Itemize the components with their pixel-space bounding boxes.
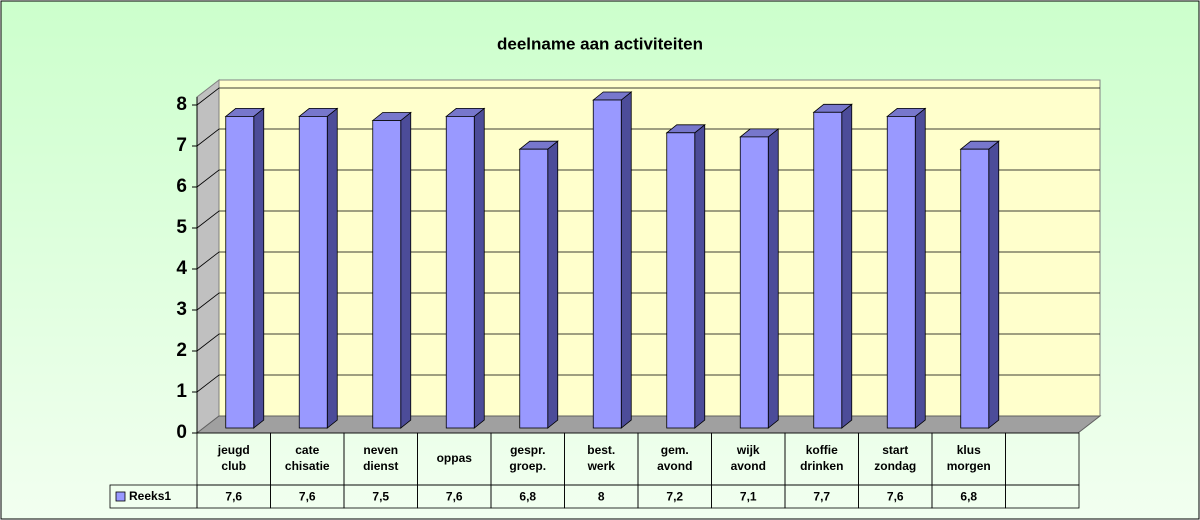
- value-label: 6,8: [960, 490, 977, 504]
- grid-line: [196, 333, 1100, 352]
- grid-line: [196, 87, 1100, 106]
- x-tick-label: start zondag: [874, 443, 916, 473]
- y-tick-label: 2: [176, 340, 187, 361]
- bar-front: [592, 99, 622, 429]
- bar-side: [326, 107, 338, 429]
- x-tick-label: klus morgen: [947, 443, 991, 473]
- grid-line: [196, 210, 1100, 229]
- y-tick-label: 8: [176, 94, 187, 115]
- bar-side: [547, 140, 559, 429]
- value-label: 7,5: [372, 490, 389, 504]
- x-tick-label: gem. avond: [657, 443, 692, 473]
- bar-front: [225, 116, 255, 429]
- bar-front: [960, 148, 990, 429]
- bar-front: [813, 111, 843, 429]
- bar-side: [400, 111, 412, 429]
- bar-side: [914, 107, 926, 429]
- bar: [886, 107, 927, 429]
- bar-side: [841, 103, 853, 429]
- value-label: 6,8: [519, 490, 536, 504]
- x-tick-label: jeugd club: [217, 443, 250, 473]
- y-tick-label: 7: [176, 135, 187, 156]
- bar: [812, 103, 853, 429]
- bar: [518, 140, 559, 429]
- x-tick-label: koffie drinken: [800, 443, 843, 473]
- y-tick-label: 3: [176, 299, 187, 320]
- x-tick-label: oppas: [437, 451, 473, 465]
- grid-line: [196, 251, 1100, 270]
- bar-side: [694, 123, 706, 429]
- y-tick-label: 1: [176, 381, 187, 402]
- grid-line: [196, 292, 1100, 311]
- x-tick-label: wijk avond: [731, 443, 766, 473]
- bar-front: [298, 116, 328, 429]
- bar-side: [253, 107, 265, 429]
- x-tick-label: cate chisatie: [285, 443, 330, 473]
- grid-line: [196, 128, 1100, 147]
- y-tick-label: 4: [176, 258, 187, 279]
- bar: [665, 123, 706, 429]
- y-tick-label: 6: [176, 176, 187, 197]
- value-label: 7,2: [666, 490, 683, 504]
- grid-line: [196, 169, 1100, 188]
- table-cell: [1005, 484, 1080, 509]
- bar-side: [473, 107, 485, 429]
- bar: [445, 107, 486, 429]
- bar-front: [666, 132, 696, 429]
- legend-key: [115, 491, 126, 502]
- bar: [592, 91, 633, 429]
- x-tick-label: neven dienst: [363, 443, 398, 473]
- bar: [371, 111, 412, 429]
- bar: [739, 128, 780, 429]
- legend-label: Reeks1: [129, 489, 171, 503]
- value-label: 7,6: [887, 490, 904, 504]
- value-label: 7,6: [299, 490, 316, 504]
- y-tick-label: 0: [176, 422, 187, 443]
- x-tick-label: gespr. groep.: [509, 443, 546, 473]
- value-label: 8: [598, 490, 605, 504]
- value-label: 7,7: [813, 490, 830, 504]
- bar: [224, 107, 265, 429]
- bar-side: [767, 128, 779, 429]
- value-label: 7,1: [740, 490, 757, 504]
- bar-front: [372, 120, 402, 429]
- bar: [959, 140, 1000, 429]
- x-tick-label: best. werk: [587, 443, 616, 473]
- bar-front: [886, 116, 916, 429]
- bar: [298, 107, 339, 429]
- bar-front: [519, 148, 549, 429]
- grid-line: [196, 374, 1100, 393]
- chart-title: deelname aan activiteiten: [497, 34, 703, 53]
- y-tick-label: 5: [176, 217, 187, 238]
- value-label: 7,6: [225, 490, 242, 504]
- bar-front: [445, 116, 475, 429]
- side-wall: [196, 78, 220, 435]
- bar-side: [620, 91, 632, 429]
- value-label: 7,6: [446, 490, 463, 504]
- bar-side: [988, 140, 1000, 429]
- bar-front: [739, 136, 769, 429]
